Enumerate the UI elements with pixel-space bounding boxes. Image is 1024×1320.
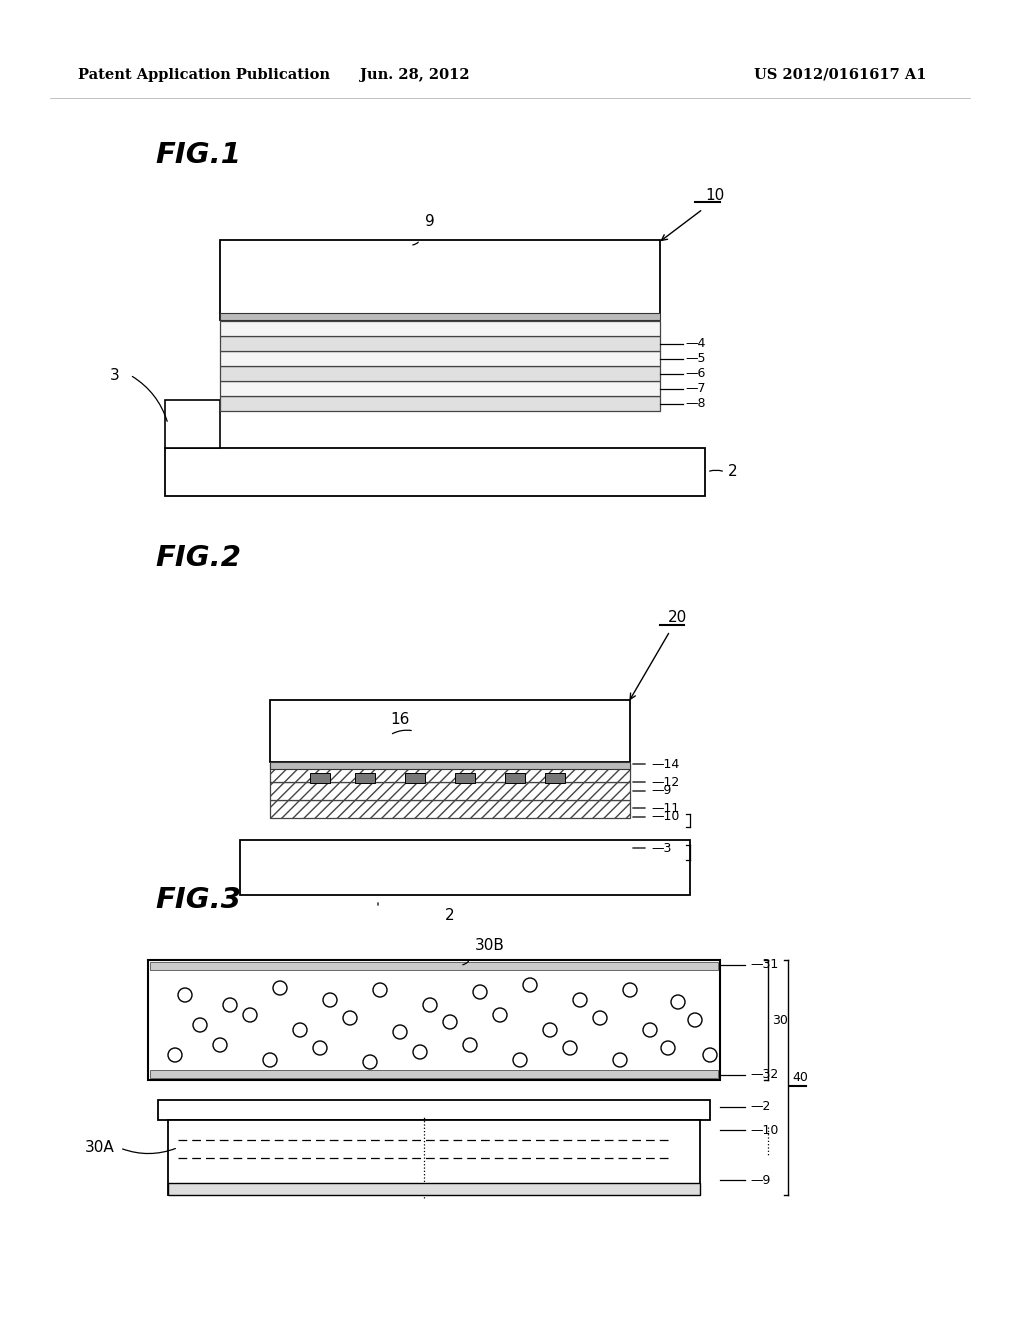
Bar — [150, 962, 718, 970]
Bar — [220, 337, 660, 351]
Bar — [220, 240, 660, 319]
Bar — [220, 366, 660, 381]
Text: —31: —31 — [750, 958, 778, 972]
Text: 2: 2 — [445, 908, 455, 923]
Text: —9: —9 — [750, 1173, 770, 1187]
Text: —14: —14 — [651, 758, 679, 771]
Bar — [406, 774, 425, 783]
Text: —3: —3 — [651, 842, 672, 854]
Bar — [455, 774, 475, 783]
Bar — [220, 396, 660, 411]
Text: —8: —8 — [685, 397, 706, 411]
Text: —7: —7 — [685, 381, 706, 395]
Text: —9: —9 — [651, 784, 672, 797]
Bar — [220, 381, 660, 396]
Text: FIG.3: FIG.3 — [155, 886, 241, 913]
Text: FIG.2: FIG.2 — [155, 544, 241, 572]
Text: 30: 30 — [772, 1014, 787, 1027]
Text: Patent Application Publication: Patent Application Publication — [78, 69, 330, 82]
Bar — [270, 764, 630, 781]
Text: 10: 10 — [705, 187, 724, 202]
Bar — [168, 1183, 700, 1195]
Bar — [310, 774, 330, 783]
Text: FIG.1: FIG.1 — [155, 141, 241, 169]
Bar — [220, 321, 660, 337]
Bar — [165, 400, 220, 447]
Bar — [270, 781, 630, 800]
Text: US 2012/0161617 A1: US 2012/0161617 A1 — [754, 69, 927, 82]
Text: Jun. 28, 2012: Jun. 28, 2012 — [360, 69, 470, 82]
Text: 9: 9 — [425, 214, 435, 230]
Text: 3: 3 — [111, 367, 120, 383]
Text: 16: 16 — [390, 713, 410, 727]
Text: 20: 20 — [668, 610, 687, 626]
Bar — [355, 774, 375, 783]
Text: —2: —2 — [750, 1101, 770, 1114]
Bar — [270, 700, 630, 762]
Text: 30A: 30A — [85, 1140, 115, 1155]
Bar — [270, 800, 630, 818]
Bar — [270, 762, 630, 770]
Text: —5: —5 — [685, 352, 706, 366]
Text: —4: —4 — [685, 337, 706, 350]
Bar — [505, 774, 525, 783]
Text: —10: —10 — [750, 1123, 778, 1137]
Text: —10: —10 — [651, 810, 679, 824]
Text: —11: —11 — [651, 801, 679, 814]
Text: 30B: 30B — [475, 937, 505, 953]
Text: —12: —12 — [651, 776, 679, 788]
Text: —6: —6 — [685, 367, 706, 380]
Text: 40: 40 — [792, 1071, 808, 1084]
Bar — [220, 313, 660, 319]
Text: —32: —32 — [750, 1068, 778, 1081]
Bar — [545, 774, 565, 783]
Text: 2: 2 — [728, 465, 737, 479]
Bar — [150, 1071, 718, 1078]
Bar — [148, 960, 720, 1080]
Bar — [220, 351, 660, 366]
Bar — [165, 447, 705, 496]
Bar — [240, 840, 690, 895]
Bar — [168, 1119, 700, 1195]
Bar — [158, 1100, 710, 1119]
